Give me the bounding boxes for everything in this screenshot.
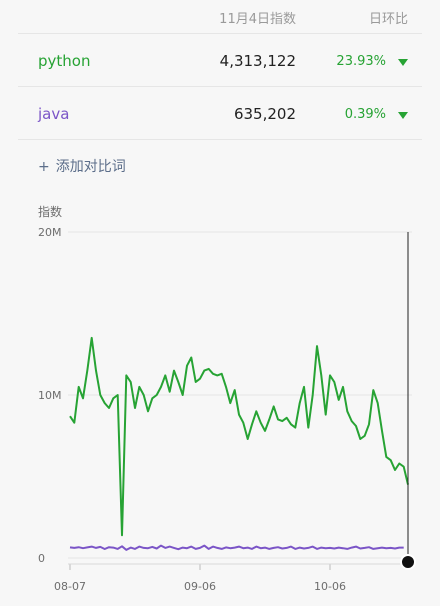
keyword-change: 23.93% bbox=[336, 54, 386, 69]
y-tick-label: 20M bbox=[38, 226, 62, 239]
plus-icon: + bbox=[38, 159, 50, 175]
table-header: 11月4日指数 日环比 bbox=[0, 8, 440, 28]
series-line-python bbox=[69, 336, 409, 537]
y-tick-label: 10M bbox=[38, 389, 62, 402]
keyword-index-value: 4,313,122 bbox=[219, 52, 296, 70]
x-tick-label: 09-06 bbox=[184, 580, 216, 593]
keyword-index-value: 635,202 bbox=[233, 105, 296, 123]
keyword-row-java[interactable]: java 635,202 0.39% bbox=[18, 86, 422, 140]
y-tick-label: 0 bbox=[38, 552, 45, 565]
triangle-down-icon bbox=[398, 112, 408, 119]
add-compare-button[interactable]: + 添加对比词 bbox=[38, 156, 126, 176]
change-column-header: 日环比 bbox=[368, 12, 408, 27]
keyword-row-python[interactable]: python 4,313,122 23.93% bbox=[18, 33, 422, 86]
y-axis-title: 指数 bbox=[38, 205, 63, 219]
keyword-name: python bbox=[38, 52, 91, 70]
triangle-down-icon bbox=[398, 59, 408, 66]
index-column-header: 11月4日指数 bbox=[219, 12, 296, 27]
x-tick-label: 08-07 bbox=[54, 580, 86, 593]
hover-cursor-handle[interactable] bbox=[400, 554, 416, 570]
series-line-java bbox=[69, 544, 404, 551]
add-compare-label: 添加对比词 bbox=[55, 159, 126, 175]
x-tick-label: 10-06 bbox=[314, 580, 346, 593]
keyword-name: java bbox=[38, 105, 70, 123]
keyword-change: 0.39% bbox=[344, 107, 386, 122]
